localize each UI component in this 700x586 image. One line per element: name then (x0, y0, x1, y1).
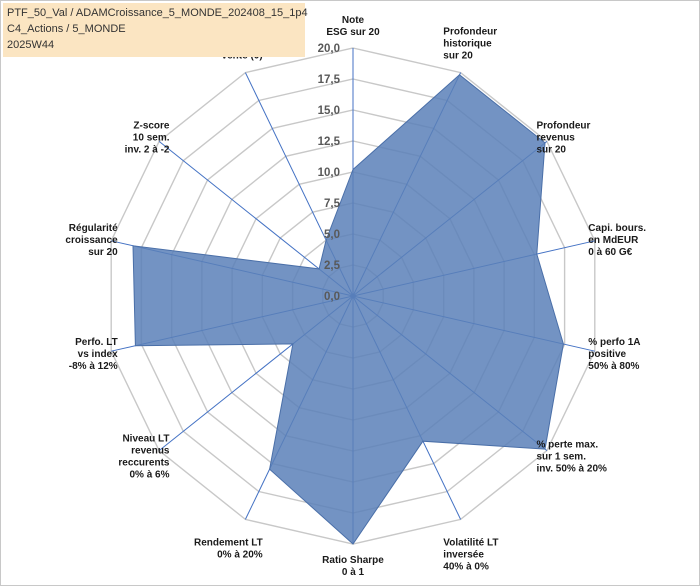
axis-label-line: inv. 2 à -2 (125, 144, 170, 155)
axis-label-line: 10 sem. (133, 132, 170, 143)
axis-label-line: % perfo 1A (588, 337, 640, 348)
axis-label-line: Niveau LT (122, 434, 169, 445)
series-area (132, 74, 564, 545)
axis-label-line: vs index (78, 349, 118, 360)
radial-tick-label: 12,5 (318, 136, 341, 148)
radial-tick-labels: 0,0 2,5 5,0 7,5 10,0 12,5 15,0 17,5 20,0 (318, 43, 341, 303)
axis-label-line: 0% à 20% (217, 550, 263, 561)
axis-label-line: 0 à 1 (342, 567, 365, 578)
axis-label-line: Perfo. LT (75, 337, 118, 348)
axis-label-line: Z-score (133, 120, 170, 131)
axis-label-line: Volatilité LT (443, 538, 498, 549)
chart-title-line-1: PTF_50_Val / ADAMCroissance_5_MONDE_2024… (7, 7, 308, 19)
axis-label-line: revenus (131, 446, 170, 457)
axis-label-line: % perte max. (537, 440, 599, 451)
radial-tick-label: 15,0 (318, 105, 340, 117)
axis-label-line: inv. 50% à 20% (537, 464, 608, 475)
radial-tick-label: 0,0 (324, 291, 340, 303)
axis-label-line: sur 20 (443, 51, 473, 62)
axis-label-line: Ratio Sharpe (322, 555, 384, 566)
axis-label-line: 0 à 60 G€ (588, 247, 632, 258)
radial-tick-label: 5,0 (324, 229, 340, 241)
radar-series (132, 74, 564, 545)
axis-label-line: Rendement LT (194, 538, 263, 549)
radial-tick-label: 7,5 (324, 198, 341, 210)
axis-label-line: sur 1 sem. (537, 452, 587, 463)
axis-label-line: -8% à 12% (69, 361, 118, 372)
axis-label-line: en MdEUR (588, 235, 639, 246)
axis-label-line: revenus (537, 132, 576, 143)
chart-title-line-2: C4_Actions / 5_MONDE (7, 23, 126, 35)
axis-label: % perte max.sur 1 sem.inv. 50% à 20% (537, 440, 608, 475)
axis-label-line: historique (443, 39, 492, 50)
axis-label-line: sur 20 (537, 144, 567, 155)
axis-label-line: inversée (443, 550, 484, 561)
chart-title-box: PTF_50_Val / ADAMCroissance_5_MONDE_2024… (3, 3, 308, 57)
axis-label-line: Capi. bours. (588, 223, 646, 234)
axis-label-line: reccurents (118, 458, 170, 469)
axis-label-line: positive (588, 349, 626, 360)
radial-tick-label: 2,5 (324, 260, 341, 272)
axis-label: Rendement LT0% à 20% (194, 538, 263, 561)
axis-label-line: Note (342, 15, 365, 26)
axis-label-line: Régularité (69, 223, 118, 234)
chart-title-line-3: 2025W44 (7, 39, 55, 51)
axis-label-line: 50% à 80% (588, 361, 639, 372)
radial-tick-label: 20,0 (318, 43, 340, 55)
axis-label-line: Profondeur (537, 120, 591, 131)
axis-label-line: ESG sur 20 (326, 27, 380, 38)
axis-label-line: sur 20 (88, 247, 118, 258)
radial-tick-label: 10,0 (318, 167, 340, 179)
axis-label-line: 40% à 0% (443, 562, 489, 573)
axis-label-line: Profondeur (443, 27, 497, 38)
radial-tick-label: 17,5 (318, 74, 341, 86)
axis-label-line: croissance (65, 235, 118, 246)
axis-label-line: 0% à 6% (129, 470, 169, 481)
